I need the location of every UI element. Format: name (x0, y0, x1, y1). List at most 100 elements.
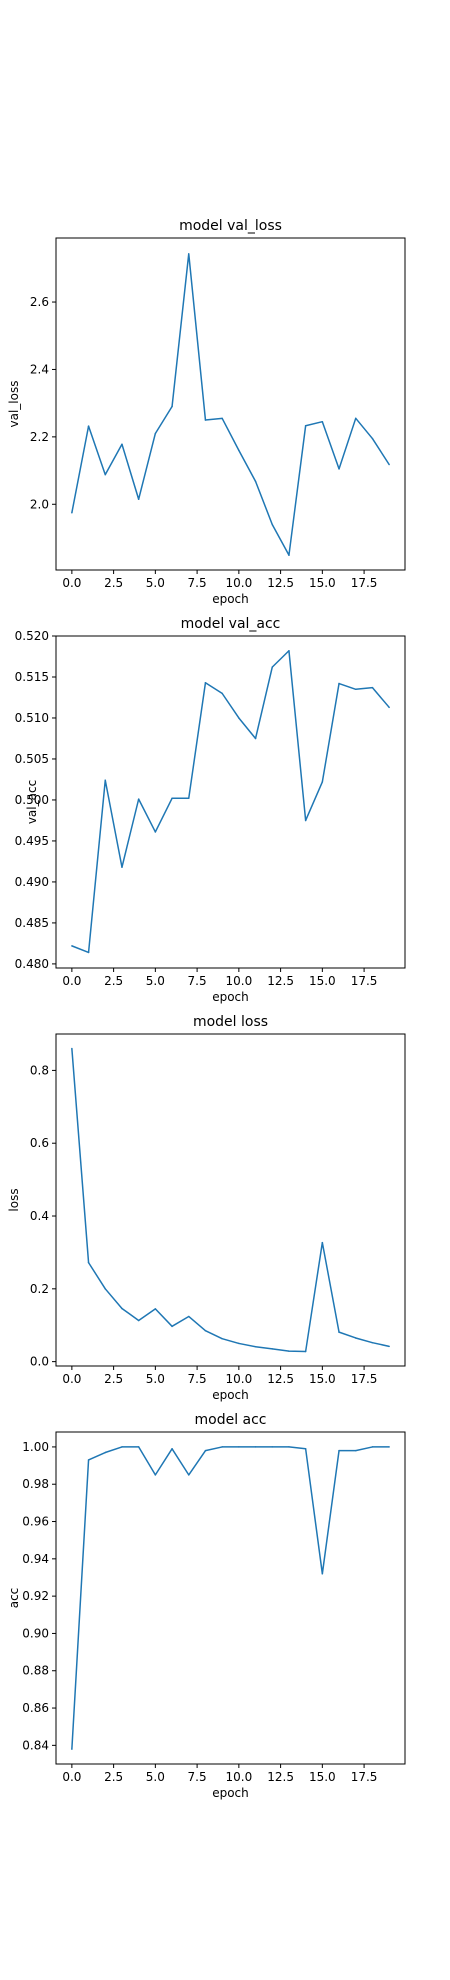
x-tick-label: 0.0 (62, 1770, 81, 1784)
data-point (321, 781, 324, 783)
data-point (121, 1446, 123, 1448)
data-point (87, 425, 90, 427)
x-tick-label: 10.0 (225, 1770, 252, 1784)
data-point (188, 1474, 190, 1476)
data-point (338, 468, 340, 470)
y-tick-label: 0.94 (22, 1552, 49, 1566)
data-point (254, 1446, 257, 1448)
data-point (304, 1448, 307, 1450)
x-tick-label: 2.5 (104, 974, 123, 988)
data-point (171, 1448, 173, 1450)
y-tick-label: 0.515 (15, 670, 49, 684)
data-point (121, 443, 123, 446)
data-point (338, 1449, 340, 1452)
data-point (354, 1337, 357, 1339)
data-point (171, 797, 173, 800)
y-tick-label: 0.88 (22, 1664, 49, 1678)
x-tick-label: 15.0 (309, 1770, 336, 1784)
x-tick-label: 5.0 (146, 974, 165, 988)
data-point (121, 866, 123, 868)
data-point (104, 473, 107, 476)
data-point (188, 797, 190, 800)
data-point (204, 1449, 207, 1452)
series-line (71, 1446, 390, 1750)
data-point (71, 1047, 73, 1050)
x-tick-label: 15.0 (309, 974, 336, 988)
data-point (388, 1446, 390, 1448)
x-tick-label: 5.0 (146, 1770, 165, 1784)
data-point (121, 1307, 123, 1310)
y-tick-label: 0.4 (30, 1209, 49, 1223)
y-tick-label: 0.480 (15, 957, 49, 971)
data-point (304, 424, 307, 427)
data-point (154, 831, 157, 833)
data-point (254, 480, 257, 483)
x-tick-label: 7.5 (188, 974, 207, 988)
chart-title: model val_loss (179, 218, 282, 234)
plot-frame (55, 1033, 406, 1367)
plot-frame (55, 635, 406, 969)
data-point (171, 405, 173, 408)
data-point (354, 688, 357, 691)
data-point (71, 1748, 73, 1750)
data-point (254, 737, 257, 740)
y-axis-label: acc (7, 1588, 21, 1609)
data-point (288, 554, 290, 556)
y-tick-label: 1.00 (22, 1440, 49, 1454)
data-point (388, 463, 390, 466)
data-point (87, 951, 90, 954)
data-point (137, 1446, 140, 1448)
data-point (371, 437, 374, 440)
y-tick-label: 0.500 (15, 793, 49, 807)
data-point (338, 1331, 340, 1333)
data-point (204, 681, 207, 684)
x-axis-label: epoch (212, 1388, 249, 1402)
x-tick-label: 7.5 (188, 576, 207, 590)
x-tick-label: 7.5 (188, 1372, 207, 1386)
x-tick-label: 2.5 (104, 1372, 123, 1386)
data-point (388, 1345, 390, 1348)
chart-4: model acc 0.0 2.5 5.0 7.5 10.0 12.5 15.0 17.5 0.8… (7, 1412, 406, 1800)
data-point (271, 666, 273, 668)
data-point (221, 1337, 223, 1340)
data-point (271, 1348, 273, 1350)
data-point (71, 511, 73, 514)
data-point (204, 419, 207, 421)
y-tick-label: 0.96 (22, 1515, 49, 1529)
data-point (388, 706, 390, 709)
data-point (104, 779, 107, 782)
data-point (171, 1325, 173, 1328)
y-axis-label: val_loss (7, 381, 21, 428)
x-tick-label: 5.0 (146, 1372, 165, 1386)
data-point (304, 1350, 307, 1353)
data-point (154, 1474, 157, 1476)
x-axis-label: epoch (212, 990, 249, 1004)
x-tick-label: 15.0 (309, 1372, 336, 1386)
series-line (71, 253, 390, 556)
data-point (137, 498, 140, 500)
data-point (137, 1319, 140, 1322)
y-tick-label: 0.98 (22, 1477, 49, 1491)
x-tick-label: 0.0 (62, 576, 81, 590)
x-tick-label: 0.0 (62, 974, 81, 988)
data-point (104, 1451, 107, 1454)
series-line (71, 1048, 390, 1353)
y-tick-label: 2.4 (30, 362, 49, 376)
x-tick-label: 17.5 (351, 576, 378, 590)
data-point (288, 1350, 290, 1352)
chart-title: model loss (193, 1014, 268, 1030)
x-tick-label: 17.5 (351, 974, 378, 988)
data-point (188, 1315, 190, 1318)
data-point (271, 523, 273, 526)
chart-1: model val_loss 0.0 2.5 5.0 7.5 10.0 12.5 15.0 17… (7, 218, 406, 606)
x-tick-label: 17.5 (351, 1372, 378, 1386)
data-point (271, 1446, 273, 1448)
data-point (238, 449, 240, 452)
x-tick-label: 17.5 (351, 1770, 378, 1784)
data-point (321, 1573, 324, 1575)
y-tick-label: 0.84 (22, 1738, 49, 1752)
x-tick-label: 15.0 (309, 576, 336, 590)
data-point (154, 432, 157, 435)
series-line (71, 650, 390, 954)
